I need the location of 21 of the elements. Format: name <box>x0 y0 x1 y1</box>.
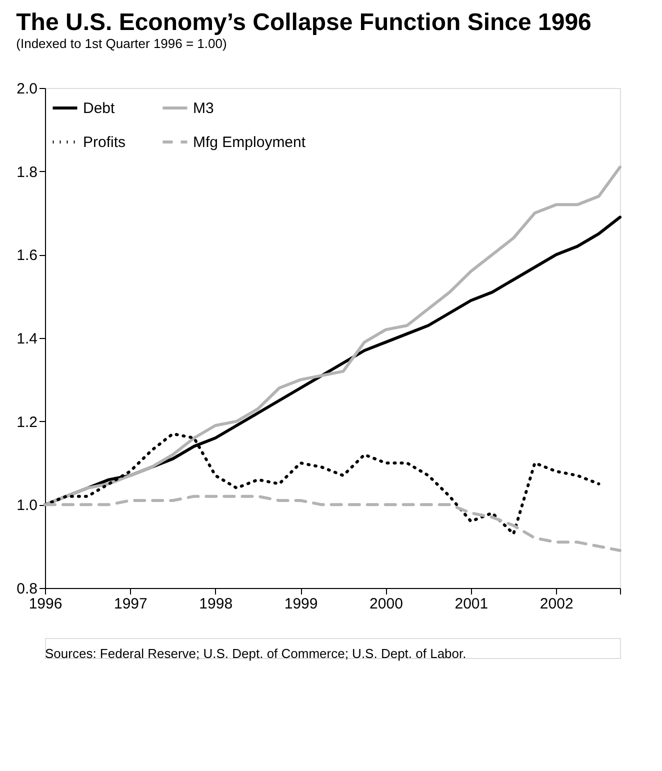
chart-subtitle: (Indexed to 1st Quarter 1996 = 1.00) <box>16 36 227 51</box>
legend-label: Profits <box>83 134 126 151</box>
legend-label: Debt <box>83 100 116 117</box>
x-tick-label: 1997 <box>114 596 148 612</box>
x-tick-label: 2001 <box>454 596 488 612</box>
legend-label: M3 <box>193 100 214 117</box>
chart-title: The U.S. Economy’s Collapse Function Since 1996 <box>16 9 592 36</box>
y-tick-label: 1.4 <box>16 330 38 348</box>
x-tick-label: 1996 <box>28 596 62 612</box>
y-tick-label: 1.6 <box>16 247 38 264</box>
y-tick-label: 0.8 <box>16 580 38 598</box>
x-tick-label: 2000 <box>370 596 403 612</box>
legend-label: Mfg Employment <box>193 134 306 151</box>
y-tick-label: 1.8 <box>16 164 38 181</box>
x-tick-label: 1998 <box>199 596 233 612</box>
x-tick-label: 1999 <box>284 596 318 612</box>
x-tick-label: 2002 <box>540 596 574 612</box>
y-tick-label: 2.0 <box>16 80 38 98</box>
source-note: Sources: Federal Reserve; U.S. Dept. of Commerce; U.S. Dept. of Labor. <box>45 646 466 661</box>
y-tick-label: 1.0 <box>16 497 38 514</box>
y-tick-label: 1.2 <box>16 414 38 431</box>
